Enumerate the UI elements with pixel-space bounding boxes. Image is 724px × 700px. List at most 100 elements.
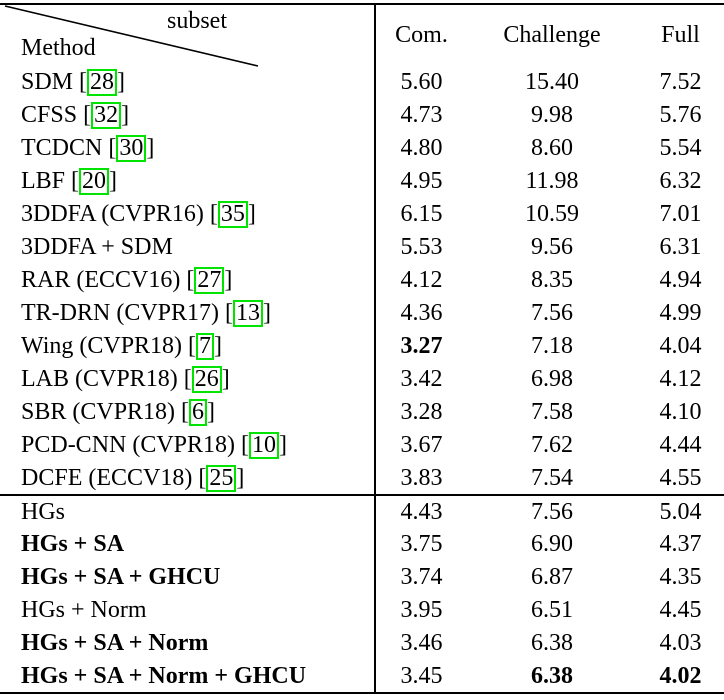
value-cell-full: 5.04	[659, 498, 702, 525]
citation-close-bracket: ]	[279, 432, 288, 458]
method-cell: HGs + SA	[0, 528, 376, 561]
value-cell-com: 3.27	[400, 333, 443, 359]
table-row: 3DDFA (CVPR16) [35] 6.15 10.59 7.01	[0, 198, 724, 231]
value-cell-challenge: 10.59	[525, 201, 579, 227]
method-label: HGs + SA + Norm	[21, 630, 209, 656]
value-cell-full: 5.76	[659, 102, 702, 128]
method-label: 3DDFA + SDM	[21, 234, 173, 260]
method-cell: 3DDFA (CVPR16) [35]	[0, 198, 376, 231]
citation-open-bracket: [	[73, 69, 88, 95]
method-cell: TR-DRN (CVPR17) [13]	[0, 297, 376, 330]
citation: [25]	[192, 464, 244, 492]
citation-link[interactable]: 32	[91, 102, 122, 129]
method-label: HGs + SA + GHCU	[21, 564, 221, 590]
citation-link[interactable]: 28	[87, 69, 118, 96]
value-cell-full: 4.45	[659, 597, 702, 623]
table-row: HGs + SA + Norm + GHCU 3.45 6.38 4.02	[0, 660, 724, 693]
value-cell-full: 7.52	[659, 69, 702, 95]
method-label: SBR (CVPR18)	[21, 399, 176, 425]
citation-close-bracket: ]	[207, 399, 216, 425]
method-label: CFSS	[21, 102, 78, 128]
citation-close-bracket: ]	[117, 69, 126, 95]
table-row: HGs + SA 3.75 6.90 4.37	[0, 528, 724, 561]
table-row: DCFE (ECCV18) [25] 3.83 7.54 4.55	[0, 462, 724, 495]
value-cell-com: 6.15	[400, 201, 443, 227]
citation-link[interactable]: 10	[249, 432, 280, 459]
value-cell-com: 3.95	[400, 597, 443, 623]
citation-link[interactable]: 7	[196, 333, 215, 360]
method-cell: Wing (CVPR18) [7]	[0, 330, 376, 363]
value-cell-com: 3.42	[400, 366, 443, 392]
citation-link[interactable]: 27	[194, 267, 225, 294]
section-ablation-methods: HGs 4.43 7.56 5.04 HGs + SA 3.75 6.90 4.…	[0, 495, 724, 693]
method-label: LBF	[21, 168, 66, 194]
value-cell-com: 5.60	[400, 69, 443, 95]
method-cell: HGs + Norm	[0, 594, 376, 627]
value-cell-challenge: 7.62	[531, 432, 573, 458]
method-label: TCDCN	[21, 135, 103, 161]
method-label: DCFE (ECCV18)	[21, 464, 193, 491]
citation-close-bracket: ]	[146, 135, 155, 161]
citation-close-bracket: ]	[247, 201, 256, 227]
citation-close-bracket: ]	[109, 168, 118, 194]
method-label: LAB (CVPR18)	[21, 366, 178, 392]
value-cell-challenge: 7.56	[531, 498, 573, 525]
table-row: HGs 4.43 7.56 5.04	[0, 495, 724, 528]
citation-open-bracket: [	[182, 333, 197, 359]
citation-link[interactable]: 25	[206, 464, 237, 492]
method-label: HGs + SA	[21, 531, 125, 557]
value-cell-full: 7.01	[659, 201, 702, 227]
value-cell-full: 4.02	[659, 662, 702, 689]
method-label: RAR (ECCV16)	[21, 267, 181, 293]
value-cell-full: 4.35	[659, 564, 702, 590]
value-cell-com: 4.12	[400, 267, 443, 293]
value-cell-full: 4.44	[659, 432, 702, 458]
method-cell: LBF [20]	[0, 165, 376, 198]
citation-open-bracket: [	[235, 432, 250, 458]
method-label: HGs	[21, 498, 66, 525]
header-row: subset Method Com. Challenge Full	[0, 4, 724, 67]
value-cell-com: 5.53	[400, 234, 443, 260]
citation: [32]	[77, 102, 130, 129]
table-row: 3DDFA + SDM 5.53 9.56 6.31	[0, 231, 724, 264]
citation-open-bracket: [	[77, 102, 92, 128]
method-cell: PCD-CNN (CVPR18) [10]	[0, 429, 376, 462]
column-header-challenge: Challenge	[503, 22, 601, 48]
citation-open-bracket: [	[65, 168, 80, 194]
method-cell: DCFE (ECCV18) [25]	[0, 462, 376, 495]
method-label: Wing (CVPR18)	[21, 333, 183, 359]
method-label: 3DDFA (CVPR16)	[21, 201, 204, 227]
method-label: SDM	[21, 69, 74, 95]
citation-close-bracket: ]	[121, 102, 130, 128]
value-cell-full: 4.12	[659, 366, 702, 392]
citation-link[interactable]: 30	[116, 135, 147, 162]
citation-link[interactable]: 20	[79, 168, 110, 195]
value-cell-challenge: 7.54	[531, 464, 573, 491]
citation: [26]	[177, 366, 230, 393]
value-cell-com: 4.36	[400, 300, 443, 326]
value-cell-com: 3.75	[400, 531, 443, 557]
table-row: HGs + Norm 3.95 6.51 4.45	[0, 594, 724, 627]
method-cell: LAB (CVPR18) [26]	[0, 363, 376, 396]
citation-link[interactable]: 13	[233, 300, 264, 327]
value-cell-full: 4.99	[659, 300, 702, 326]
citation-link[interactable]: 6	[189, 399, 208, 426]
citation-close-bracket: ]	[224, 267, 233, 293]
value-cell-challenge: 9.98	[531, 102, 573, 128]
citation-open-bracket: [	[192, 464, 207, 491]
value-cell-com: 3.74	[400, 564, 443, 590]
value-cell-challenge: 8.60	[531, 135, 573, 161]
value-cell-com: 3.46	[400, 630, 443, 656]
citation-open-bracket: [	[219, 300, 234, 326]
value-cell-challenge: 9.56	[531, 234, 573, 260]
citation-link[interactable]: 35	[217, 201, 248, 228]
citation-link[interactable]: 26	[191, 366, 222, 393]
method-label: HGs + SA + Norm + GHCU	[21, 662, 307, 689]
value-cell-challenge: 6.90	[531, 531, 573, 557]
value-cell-challenge: 15.40	[525, 69, 579, 95]
value-cell-challenge: 6.98	[531, 366, 573, 392]
citation-open-bracket: [	[177, 366, 192, 392]
value-cell-full: 4.10	[659, 399, 702, 425]
value-cell-com: 4.80	[400, 135, 443, 161]
